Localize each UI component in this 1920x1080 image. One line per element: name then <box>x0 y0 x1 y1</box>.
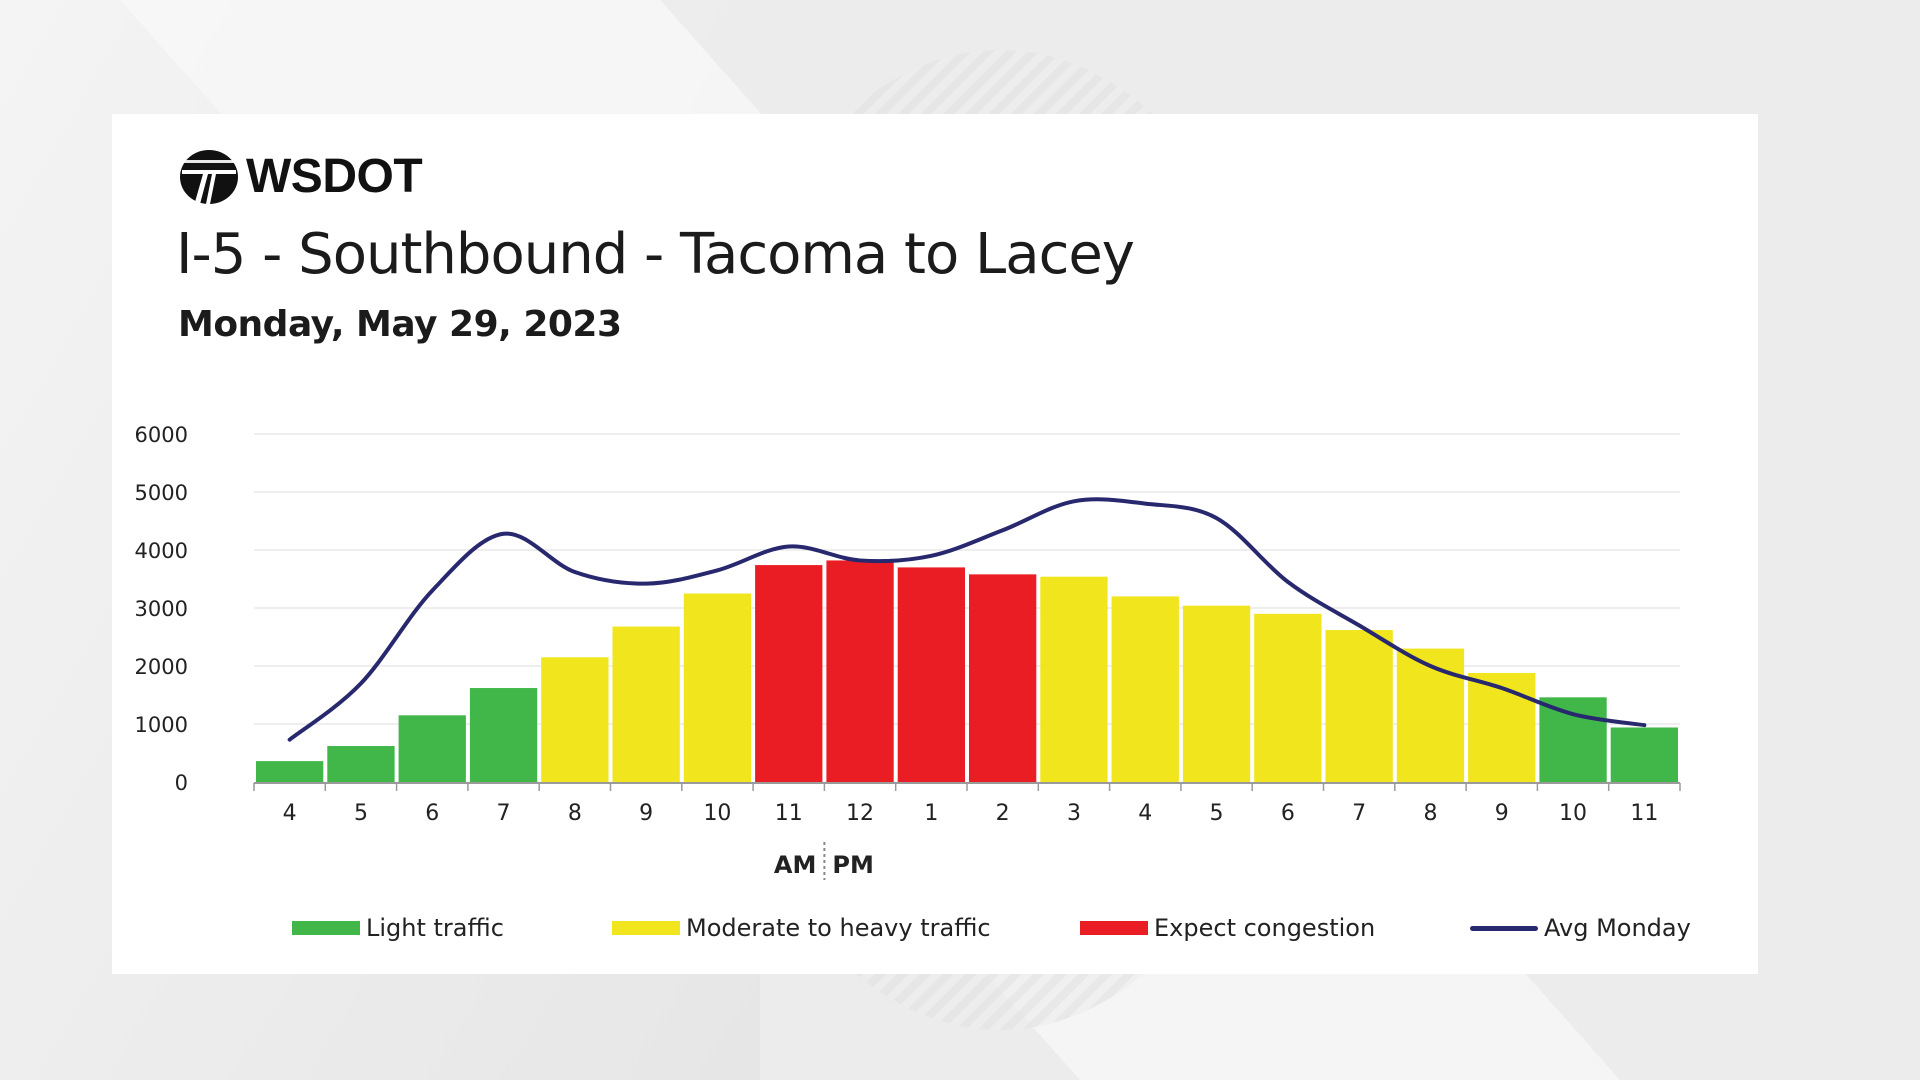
y-tick-label: 6000 <box>135 423 188 447</box>
legend-swatch-moderate <box>612 921 680 935</box>
x-tick-label: 6 <box>1281 801 1295 826</box>
bar-moderate <box>1111 596 1179 782</box>
bar-congestion <box>755 565 823 782</box>
bar-moderate <box>1040 576 1108 782</box>
chart-legend: Light traffic Moderate to heavy traffic … <box>112 914 1758 954</box>
bar-light <box>1610 727 1678 782</box>
page-subtitle: Monday, May 29, 2023 <box>178 304 622 345</box>
x-tick-label: 1 <box>924 801 938 826</box>
legend-item-light: Light traffic <box>292 914 504 942</box>
bar-light <box>469 688 538 782</box>
bar-moderate <box>1468 672 1536 782</box>
legend-swatch-congestion <box>1080 921 1148 935</box>
x-tick-label: 11 <box>775 801 803 826</box>
bar-congestion <box>969 574 1037 782</box>
bar-light <box>327 746 395 782</box>
bar-light <box>1539 697 1607 782</box>
legend-swatch-light <box>292 921 360 935</box>
legend-item-avg: Avg Monday <box>1470 914 1691 942</box>
legend-swatch-avg <box>1470 925 1538 931</box>
bar-light <box>398 715 466 782</box>
legend-label-light: Light traffic <box>366 914 504 942</box>
chart-card: WSDOT I-5 - Southbound - Tacoma to Lacey… <box>112 114 1758 974</box>
y-tick-label: 1000 <box>135 713 188 737</box>
bar-light <box>256 761 324 782</box>
legend-label-congestion: Expect congestion <box>1154 914 1376 942</box>
y-tick-label: 5000 <box>135 481 188 505</box>
x-tick-label: 9 <box>1495 801 1509 826</box>
bar-congestion <box>897 567 965 782</box>
legend-label-avg: Avg Monday <box>1544 914 1691 942</box>
am-label: AM <box>774 851 816 879</box>
bar-moderate <box>612 626 680 782</box>
x-tick-label: 7 <box>1352 801 1366 826</box>
x-tick-label: 8 <box>1423 801 1437 826</box>
x-tick-label: 9 <box>639 801 653 826</box>
wsdot-emblem-icon <box>180 150 238 204</box>
x-tick-label: 5 <box>1210 801 1224 826</box>
x-tick-label: 5 <box>354 801 368 826</box>
x-tick-label: 8 <box>568 801 582 826</box>
x-tick-label: 10 <box>703 801 731 826</box>
wsdot-logo: WSDOT <box>178 148 423 206</box>
bar-moderate <box>541 657 609 782</box>
bar-moderate <box>683 593 752 782</box>
legend-label-moderate: Moderate to heavy traffic <box>686 914 991 942</box>
y-tick-label: 3000 <box>135 597 188 621</box>
x-tick-label: 4 <box>1138 801 1152 826</box>
x-tick-label: 3 <box>1067 801 1081 826</box>
bar-moderate <box>1182 605 1251 782</box>
legend-item-moderate: Moderate to heavy traffic <box>612 914 991 942</box>
avg-monday-line <box>287 497 1647 742</box>
y-tick-label: 2000 <box>135 655 188 679</box>
x-tick-label: 12 <box>846 801 874 826</box>
x-tick-label: 7 <box>497 801 511 826</box>
x-tick-label: 4 <box>283 801 297 826</box>
page-title: I-5 - Southbound - Tacoma to Lacey <box>176 222 1135 287</box>
x-tick-label: 2 <box>996 801 1010 826</box>
logo-text: WSDOT <box>246 150 423 203</box>
bar-moderate <box>1254 613 1322 782</box>
x-tick-label: 11 <box>1630 801 1658 826</box>
bar-moderate <box>1325 630 1393 782</box>
legend-item-congestion: Expect congestion <box>1080 914 1375 942</box>
y-tick-label: 0 <box>175 771 188 795</box>
bar-congestion <box>826 560 894 782</box>
x-tick-label: 6 <box>425 801 439 826</box>
pm-label: PM <box>832 851 873 879</box>
bar-moderate <box>1396 648 1465 782</box>
x-tick-label: 10 <box>1559 801 1587 826</box>
y-tick-label: 4000 <box>135 539 188 563</box>
